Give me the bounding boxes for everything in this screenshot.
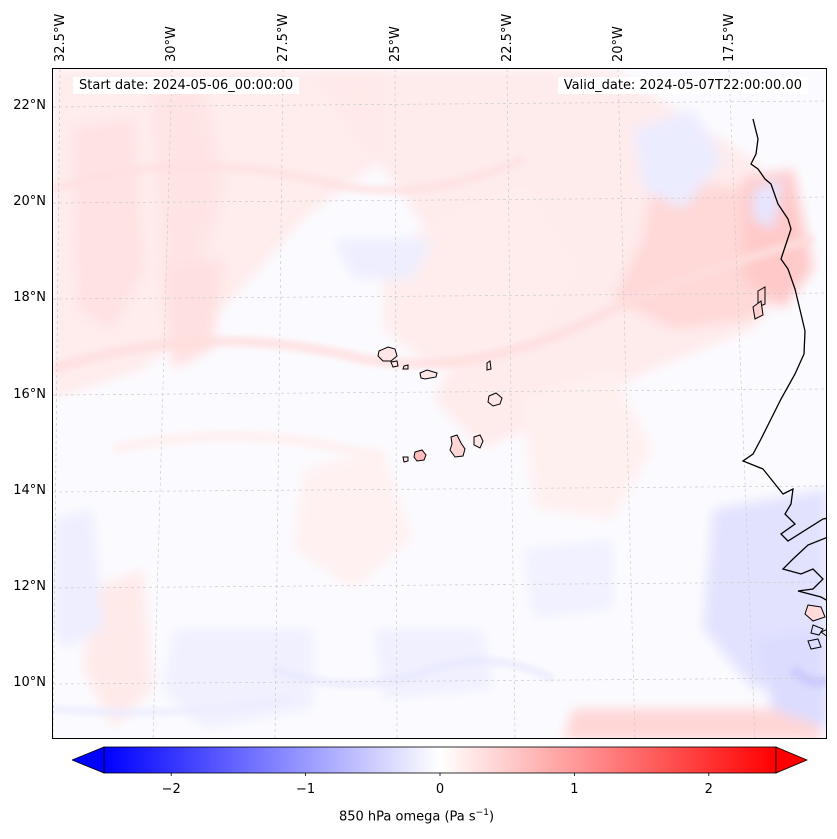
- lat-label: 18°N: [13, 290, 46, 305]
- lat-label: 16°N: [13, 387, 46, 402]
- lon-label: 25°W: [388, 26, 403, 62]
- lat-label: 10°N: [13, 675, 46, 690]
- lon-label: 22.5°W: [500, 13, 515, 62]
- lon-label: 30°W: [164, 26, 179, 62]
- lon-label: 17.5°W: [722, 13, 737, 62]
- colorbar-tick-label: 1: [570, 782, 579, 797]
- colorbar: [72, 746, 808, 776]
- colorbar-label: 850 hPa omega (Pa s−1): [338, 808, 495, 825]
- colorbar-tick-label: −2: [161, 782, 181, 797]
- omega-streaks: [53, 155, 826, 717]
- africa-coastline: [741, 118, 826, 542]
- cape-verde-islands: [377, 346, 503, 463]
- colorbar-tick-label: −1: [296, 782, 316, 797]
- omega-field: [53, 69, 826, 738]
- lat-label: 22°N: [13, 98, 46, 113]
- lat-label: 12°N: [13, 579, 46, 594]
- colorbar-low-extend: [72, 746, 105, 774]
- lon-label: 27.5°W: [276, 13, 291, 62]
- africa-coastline-south: [781, 537, 826, 601]
- colorbar-ticks: [170, 773, 710, 776]
- lon-label: 32.5°W: [53, 13, 68, 62]
- omega-shading: [53, 69, 826, 738]
- colorbar-tick-label: 0: [435, 782, 445, 797]
- lon-label: 20°W: [611, 26, 626, 62]
- gridlines: [53, 69, 826, 738]
- colorbar-tick-label: 2: [704, 782, 713, 797]
- colorbar-gradient: [103, 746, 777, 774]
- lat-label: 14°N: [13, 483, 46, 498]
- lat-label: 20°N: [13, 194, 46, 209]
- colorbar-high-extend: [775, 746, 808, 774]
- start-date-label: Start date: 2024-05-06_00:00:00: [73, 77, 300, 94]
- map-panel[interactable]: Start date: 2024-05-06_00:00:00 Valid_da…: [52, 68, 827, 739]
- valid-date-label: Valid_date: 2024-05-07T22:00:00.00: [557, 77, 808, 94]
